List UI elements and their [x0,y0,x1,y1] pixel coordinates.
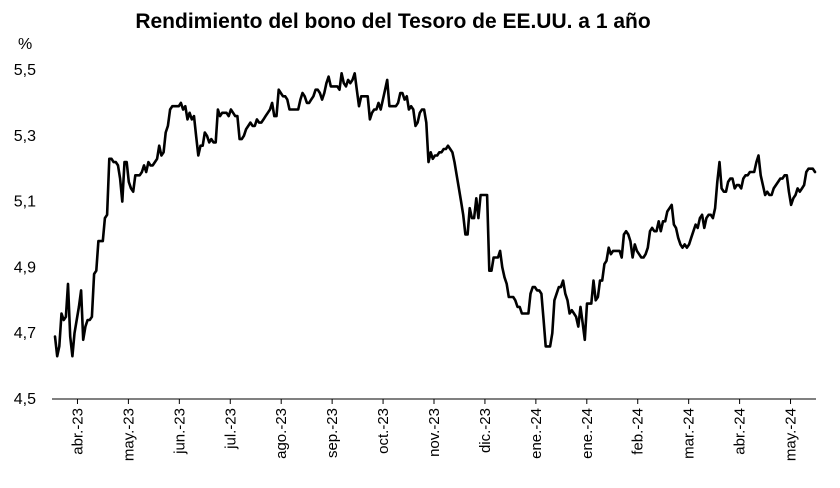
series-line [53,72,817,358]
y-axis-label: % [18,36,32,53]
x-tick-label: ene.-24 [579,408,596,459]
x-tick-label: ene.-24 [528,408,545,459]
x-tick-label: jun.-23 [171,408,188,455]
x-tick-label: mar.-24 [681,408,698,459]
x-tick-label: nov.-23 [426,408,443,457]
x-tick-label: feb.-24 [630,408,647,455]
y-tick-label: 4,9 [14,259,36,276]
x-tick-label: oct.-23 [375,408,392,454]
chart-title: Rendimiento del bono del Tesoro de EE.UU… [135,10,650,33]
x-tick-label: jul.-23 [222,408,239,450]
x-tick-label: may.-24 [783,408,800,461]
y-axis: 4,5 4,7 4,9 5,1 5,3 5,5 [14,62,36,408]
x-tick-label: ago.-23 [273,408,290,459]
y-tick-label: 5,1 [14,194,36,211]
y-tick-label: 4,5 [14,391,36,408]
x-tick-label: dic.-23 [477,408,494,453]
x-tick-label: abr.-23 [69,408,86,455]
x-tick-label: sep.-23 [324,408,341,458]
y-tick-label: 5,3 [14,128,36,145]
x-axis: abr.-23 may.-23 jun.-23 jul.-23 ago.-23 sep.-… [69,399,800,461]
x-tick-label: abr.-24 [732,408,749,455]
y-tick-label: 5,5 [14,62,36,79]
y-tick-label: 4,7 [14,325,36,342]
x-tick-label: may.-23 [120,408,137,461]
